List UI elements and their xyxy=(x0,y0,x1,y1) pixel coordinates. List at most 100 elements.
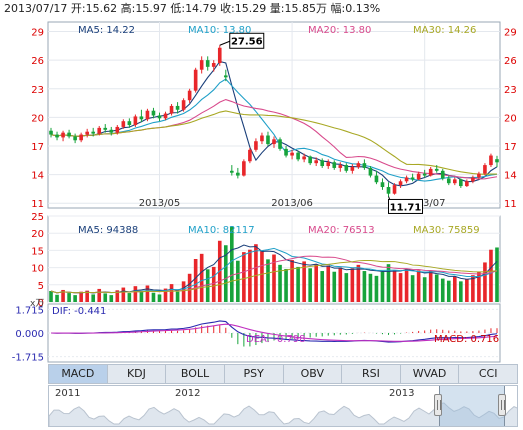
candle-body xyxy=(459,179,463,187)
candle-body xyxy=(368,167,373,176)
volume-bar xyxy=(471,275,475,302)
legend-volume_panel-3: MA30: 75859 xyxy=(413,225,480,236)
volume-bar xyxy=(320,271,325,302)
price-tick-left: 17 xyxy=(31,142,44,153)
tab-psy[interactable]: PSY xyxy=(225,365,284,383)
volume-bar xyxy=(278,264,282,302)
candle-body xyxy=(127,121,132,126)
volume-bar xyxy=(73,295,77,302)
candle-body xyxy=(187,90,192,101)
navigator-selection-window[interactable] xyxy=(439,386,505,426)
legend-price_panel-3: MA30: 14.26 xyxy=(413,25,476,36)
candle-body xyxy=(495,159,499,163)
candle-body xyxy=(302,156,306,160)
navigator-right-handle[interactable] xyxy=(498,394,506,416)
candle-body xyxy=(61,132,65,138)
low-label: 低: xyxy=(170,2,186,15)
volume-bar xyxy=(79,291,83,302)
volume-tick: 0 xyxy=(38,298,44,309)
volume-bar xyxy=(121,287,126,302)
candle-body xyxy=(193,69,198,91)
candle-body xyxy=(338,165,343,168)
close-label: 收: xyxy=(220,2,235,15)
volume-bar xyxy=(344,273,349,302)
tab-boll[interactable]: BOLL xyxy=(166,365,225,383)
high-label: 高: xyxy=(120,2,136,15)
volume-bar xyxy=(374,275,379,302)
volume-bar xyxy=(272,254,276,302)
candle-body xyxy=(398,181,403,186)
navigator-left-handle[interactable] xyxy=(434,394,442,416)
candle-body xyxy=(205,60,210,67)
candle-body xyxy=(121,121,126,127)
candle-body xyxy=(145,110,150,120)
high-value: 15.97 xyxy=(135,2,167,15)
tab-obv[interactable]: OBV xyxy=(284,365,343,383)
stock-chart[interactable]: 29 29 26 26 23 23 20 20 17 17 14 14 11 11 2013/05 2013/… xyxy=(0,0,523,364)
price-tick-left: 20 xyxy=(31,113,44,124)
volume-bar xyxy=(386,264,391,302)
candle-body xyxy=(446,178,451,184)
tab-cci[interactable]: CCI xyxy=(478,367,498,380)
volume-bar xyxy=(223,245,228,302)
volume-ma30-line xyxy=(50,259,498,294)
volume-bar xyxy=(236,260,240,302)
price-tick-right: 17 xyxy=(504,142,517,153)
change-label: 幅: xyxy=(330,2,346,15)
min-price-box xyxy=(388,198,424,214)
navigator-area xyxy=(49,402,517,426)
candle-body xyxy=(326,162,331,167)
price-tick-right: 11 xyxy=(504,199,517,210)
candle-body xyxy=(362,163,367,168)
volume-bar xyxy=(350,268,355,302)
candle-body xyxy=(139,116,144,120)
tab-macd[interactable]: MACD xyxy=(49,365,108,383)
volume-ma5-line xyxy=(50,244,498,294)
volume-bar xyxy=(410,275,415,302)
tab-wvad[interactable]: WVAD xyxy=(401,365,460,383)
candle-body xyxy=(344,165,349,171)
candle-body xyxy=(404,177,409,182)
candle-body xyxy=(392,185,397,194)
navigator-year-2011: 2011 xyxy=(55,388,81,399)
timeline-navigator[interactable]: 2011 2012 2013 xyxy=(48,385,518,427)
price-tick-right: 26 xyxy=(504,56,517,67)
price-tick-right: 29 xyxy=(504,28,517,39)
volume-bar xyxy=(356,264,361,302)
legend-volume_panel-0: MA5: 94388 xyxy=(78,225,138,236)
tab-rsi[interactable]: RSI xyxy=(342,365,401,383)
volume-bar xyxy=(260,250,264,302)
macd-tick: 1.715 xyxy=(15,305,44,316)
price-tick-right: 23 xyxy=(504,85,517,96)
volume-bar xyxy=(169,284,174,302)
candle-body xyxy=(416,173,421,180)
open-label: 开: xyxy=(70,2,86,15)
volume-bar xyxy=(97,288,102,302)
volume-bar xyxy=(230,226,234,302)
candle-body xyxy=(254,141,258,150)
volume-bar xyxy=(163,288,168,302)
candle-body xyxy=(380,182,385,188)
quote-date: 2013/07/17 xyxy=(4,2,68,15)
volume-bar xyxy=(368,273,373,302)
tab-kdj[interactable]: KDJ xyxy=(108,365,167,383)
volume-bar xyxy=(55,294,59,302)
macd-tick: 0.000 xyxy=(15,329,44,340)
candle-body xyxy=(199,60,204,70)
candle-body xyxy=(230,170,234,173)
volume-bar xyxy=(434,274,439,302)
candle-body xyxy=(350,166,355,171)
price-ma30-line xyxy=(50,110,497,175)
candle-body xyxy=(115,126,120,133)
legend-price_panel-0: MA5: 14.22 xyxy=(78,25,135,36)
candle-body xyxy=(332,162,337,168)
volume-unit-label: x万 xyxy=(30,299,44,309)
legend-volume_panel-2: MA20: 76513 xyxy=(308,225,375,236)
candle-body xyxy=(320,160,325,167)
candle-body xyxy=(223,75,228,78)
volume-bar xyxy=(157,294,162,302)
candle-body xyxy=(236,172,240,176)
candle-body xyxy=(181,100,186,110)
candle-body xyxy=(175,105,180,110)
volume-bar xyxy=(49,290,53,302)
